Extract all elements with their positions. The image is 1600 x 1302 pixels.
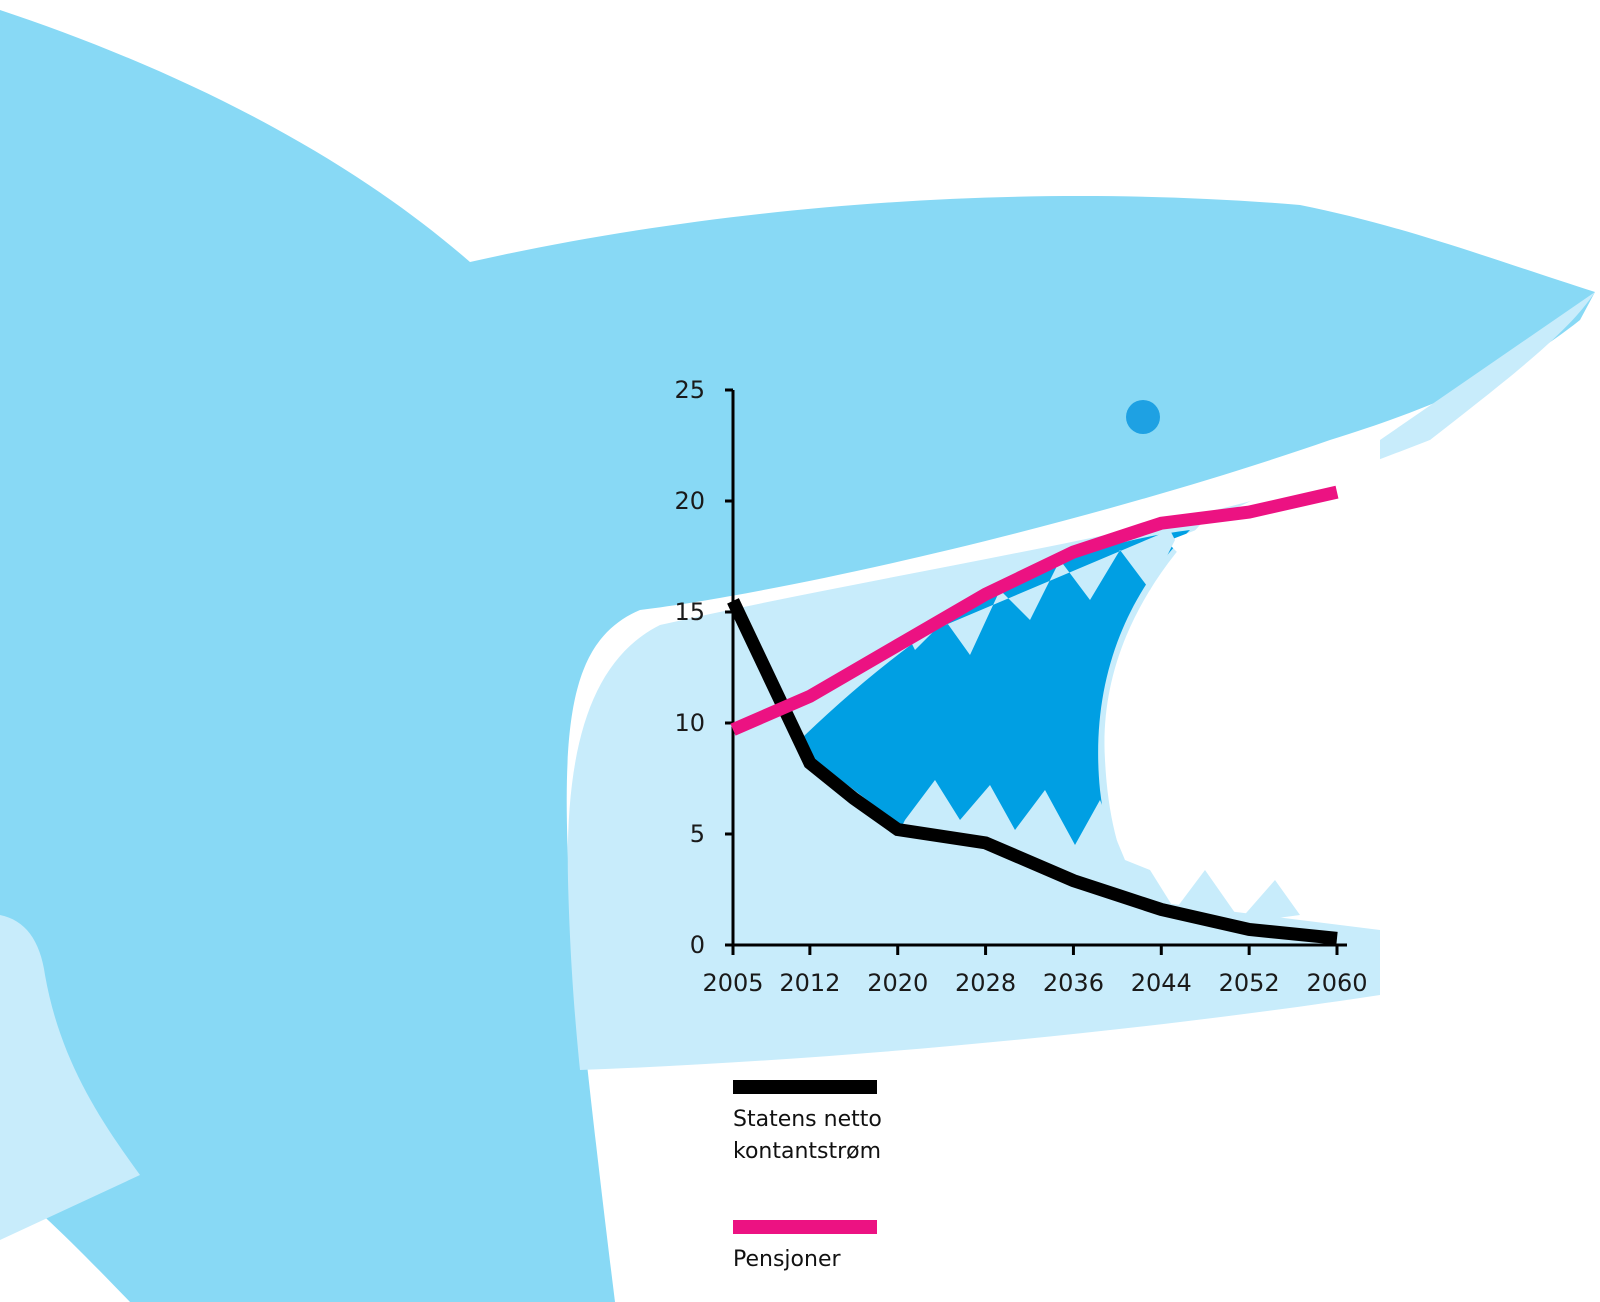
series-line-1 xyxy=(730,485,1339,736)
legend-swatch-black xyxy=(733,1080,877,1094)
x-tick-label: 2028 xyxy=(955,969,1016,997)
y-tick-label: 0 xyxy=(690,931,705,959)
legend-label-pensjoner: Pensjoner xyxy=(733,1247,841,1272)
chart-series xyxy=(727,485,1339,945)
x-tick-label: 2020 xyxy=(867,969,928,997)
shark-fin-upper xyxy=(0,20,80,445)
shark-illustration xyxy=(0,10,1595,1302)
x-tick-label: 2052 xyxy=(1219,969,1280,997)
legend-label-statens: Statens netto kontantstrøm xyxy=(733,1107,882,1164)
legend-swatch-pink xyxy=(733,1220,877,1234)
shark-mouth-inner xyxy=(795,530,1190,900)
x-tick-label: 2036 xyxy=(1043,969,1104,997)
x-tick-label: 2005 xyxy=(702,969,763,997)
y-tick-label: 25 xyxy=(674,376,705,404)
y-tick-label: 15 xyxy=(674,598,705,626)
legend-item-statens: Statens netto kontantstrøm xyxy=(733,1080,993,1168)
x-tick-label: 2060 xyxy=(1306,969,1367,997)
shark-teeth-lower xyxy=(900,780,1300,935)
shark-teeth-mid xyxy=(910,530,1175,655)
shark-body xyxy=(0,10,1595,1302)
chart-axes: 0 5 10 15 20 25 2005 2012 2020 2028 2036 2044 2052 20… xyxy=(674,376,1367,997)
x-tick-label: 2044 xyxy=(1131,969,1192,997)
y-tick-label: 10 xyxy=(674,709,705,737)
legend-item-pensjoner: Pensjoner xyxy=(733,1220,993,1276)
shark-mouth-opening xyxy=(1104,440,1380,930)
x-tick-label: 2012 xyxy=(779,969,840,997)
shark-teeth-upper xyxy=(1170,440,1430,580)
y-tick-label: 20 xyxy=(674,487,705,515)
y-tick-label: 5 xyxy=(690,820,705,848)
shark-eye-icon xyxy=(1126,400,1160,434)
shark-fin-lower xyxy=(0,915,140,1240)
